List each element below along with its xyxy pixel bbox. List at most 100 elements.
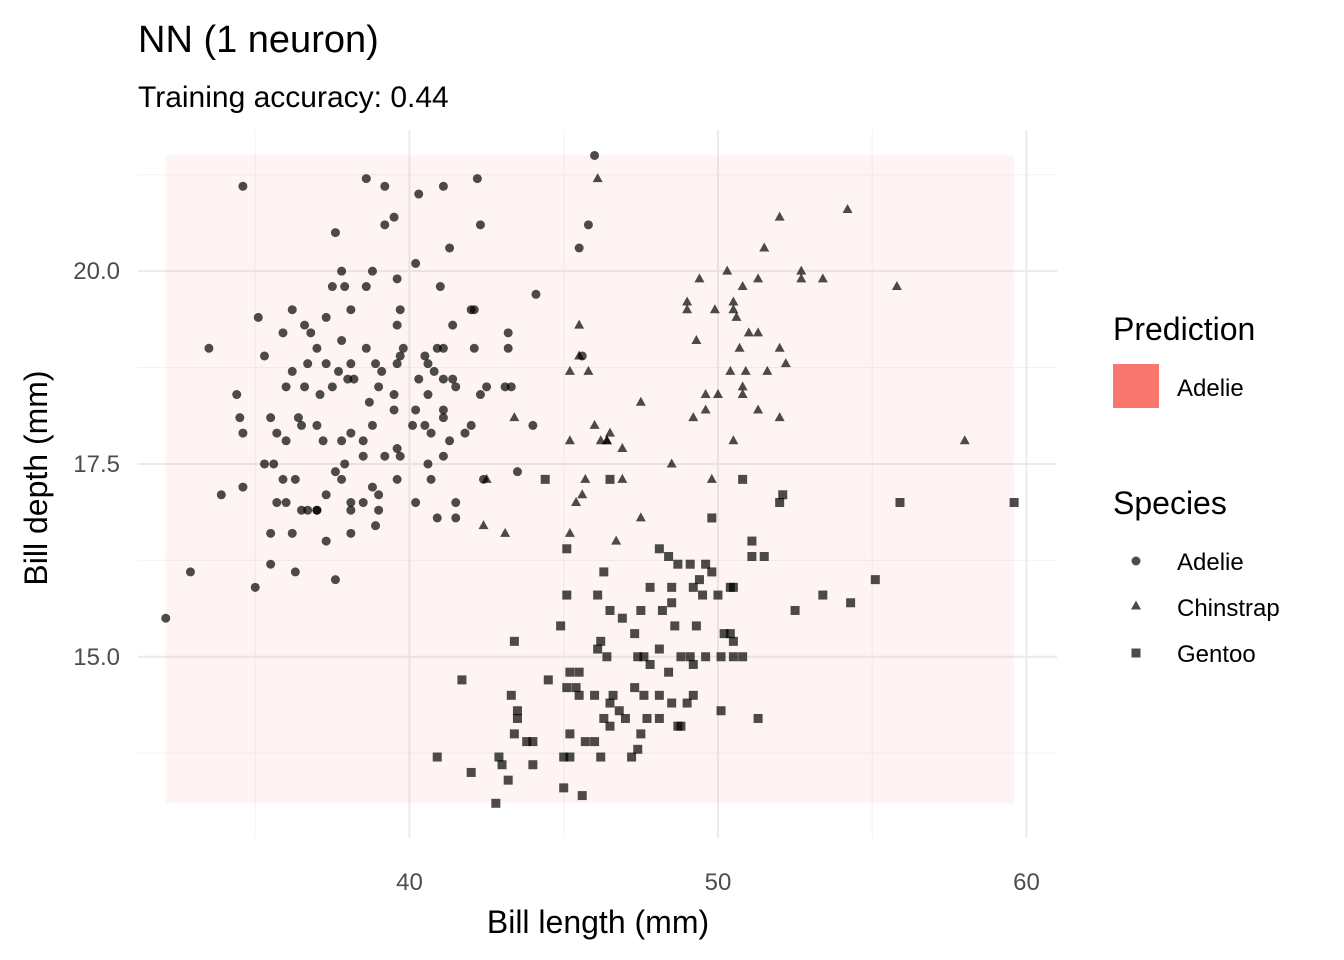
point-adelie bbox=[346, 305, 356, 315]
point-adelie bbox=[330, 575, 340, 585]
point-chinstrap bbox=[842, 203, 853, 213]
point-adelie bbox=[395, 351, 405, 361]
point-adelie bbox=[349, 374, 359, 384]
point-adelie bbox=[269, 459, 279, 469]
point-gentoo bbox=[676, 652, 686, 662]
point-adelie bbox=[272, 428, 282, 438]
point-adelie bbox=[469, 343, 479, 353]
point-gentoo bbox=[556, 621, 566, 631]
point-chinstrap bbox=[583, 365, 594, 375]
legend-circle-icon bbox=[1131, 556, 1141, 566]
point-adelie bbox=[438, 451, 448, 461]
point-chinstrap bbox=[478, 520, 489, 530]
point-gentoo bbox=[747, 536, 757, 546]
point-gentoo bbox=[895, 498, 905, 508]
point-adelie bbox=[361, 343, 371, 353]
point-chinstrap bbox=[700, 389, 711, 399]
point-chinstrap bbox=[774, 342, 785, 352]
point-adelie bbox=[253, 312, 263, 322]
point-gentoo bbox=[636, 729, 646, 739]
point-gentoo bbox=[725, 629, 735, 639]
point-gentoo bbox=[657, 605, 667, 615]
point-chinstrap bbox=[740, 365, 751, 375]
point-adelie bbox=[411, 405, 421, 415]
y-tick-label: 20.0 bbox=[73, 258, 120, 285]
point-gentoo bbox=[608, 690, 618, 700]
point-adelie bbox=[435, 282, 445, 292]
point-gentoo bbox=[627, 752, 637, 762]
point-adelie bbox=[287, 528, 297, 538]
point-gentoo bbox=[685, 559, 695, 569]
point-adelie bbox=[340, 282, 350, 292]
point-adelie bbox=[420, 420, 430, 430]
point-adelie bbox=[290, 567, 300, 577]
point-chinstrap bbox=[796, 265, 807, 275]
point-adelie bbox=[330, 467, 340, 477]
point-adelie bbox=[216, 490, 226, 500]
point-adelie bbox=[451, 382, 461, 392]
point-chinstrap bbox=[688, 412, 699, 422]
point-adelie bbox=[303, 359, 313, 369]
point-gentoo bbox=[667, 598, 677, 608]
point-adelie bbox=[590, 150, 600, 160]
point-gentoo bbox=[565, 667, 575, 677]
point-chinstrap bbox=[734, 342, 745, 352]
chart-title: NN (1 neuron) bbox=[138, 19, 379, 61]
point-adelie bbox=[472, 174, 482, 184]
point-adelie bbox=[300, 382, 310, 392]
point-gentoo bbox=[670, 621, 680, 631]
point-chinstrap bbox=[722, 265, 733, 275]
point-adelie bbox=[266, 559, 276, 569]
point-adelie bbox=[321, 536, 331, 546]
point-gentoo bbox=[494, 752, 504, 762]
point-gentoo bbox=[497, 760, 507, 770]
point-gentoo bbox=[753, 713, 763, 723]
point-chinstrap bbox=[601, 435, 612, 445]
point-gentoo bbox=[719, 629, 729, 639]
point-chinstrap bbox=[959, 435, 970, 445]
point-adelie bbox=[312, 505, 322, 515]
point-chinstrap bbox=[796, 273, 807, 283]
point-adelie bbox=[346, 505, 356, 515]
point-gentoo bbox=[738, 474, 748, 484]
point-adelie bbox=[398, 343, 408, 353]
point-adelie bbox=[374, 505, 384, 515]
point-chinstrap bbox=[700, 404, 711, 414]
point-chinstrap bbox=[737, 381, 748, 391]
point-gentoo bbox=[818, 590, 828, 600]
legend-species-label-chinstrap: Chinstrap bbox=[1177, 595, 1280, 622]
point-chinstrap bbox=[564, 527, 575, 537]
point-gentoo bbox=[574, 690, 584, 700]
point-chinstrap bbox=[574, 319, 585, 329]
point-adelie bbox=[448, 320, 458, 330]
x-tick-label: 50 bbox=[705, 869, 732, 896]
point-gentoo bbox=[688, 690, 698, 700]
point-chinstrap bbox=[753, 327, 764, 337]
legend-species-label-gentoo: Gentoo bbox=[1177, 641, 1256, 668]
point-adelie bbox=[531, 289, 541, 299]
point-adelie bbox=[330, 228, 340, 238]
point-chinstrap bbox=[780, 358, 791, 368]
point-chinstrap bbox=[635, 512, 646, 522]
point-adelie bbox=[432, 513, 442, 523]
point-gentoo bbox=[790, 605, 800, 615]
point-gentoo bbox=[707, 513, 717, 523]
point-gentoo bbox=[559, 783, 569, 793]
point-adelie bbox=[266, 413, 276, 423]
point-chinstrap bbox=[753, 273, 764, 283]
point-adelie bbox=[528, 420, 538, 430]
point-adelie bbox=[466, 420, 476, 430]
point-chinstrap bbox=[574, 350, 585, 360]
point-gentoo bbox=[512, 713, 522, 723]
point-gentoo bbox=[577, 791, 587, 801]
point-gentoo bbox=[593, 590, 603, 600]
point-chinstrap bbox=[604, 427, 615, 437]
point-gentoo bbox=[522, 737, 532, 747]
x-tick-label: 60 bbox=[1013, 869, 1040, 896]
point-gentoo bbox=[685, 652, 695, 662]
point-adelie bbox=[361, 174, 371, 184]
point-adelie bbox=[346, 528, 356, 538]
point-gentoo bbox=[716, 706, 726, 716]
point-chinstrap bbox=[691, 335, 702, 345]
point-gentoo bbox=[688, 582, 698, 592]
